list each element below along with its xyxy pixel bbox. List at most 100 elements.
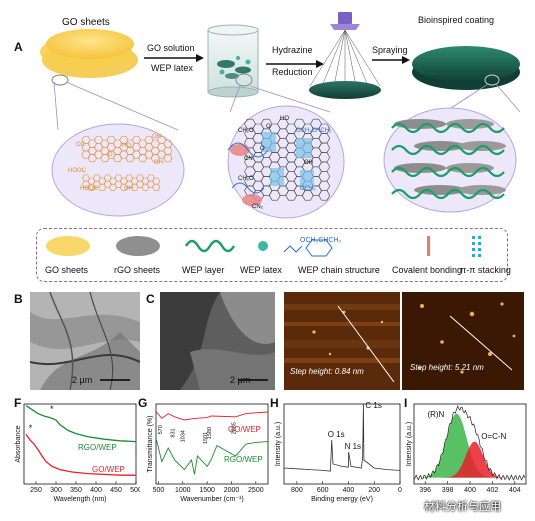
- scale-bar-b: 2 μm: [72, 375, 93, 385]
- legend-box: [36, 228, 508, 282]
- arrow1-top-label: GO solution: [147, 43, 195, 53]
- x-tick-label: 500: [130, 487, 140, 494]
- series-line: [25, 434, 136, 476]
- panel-h-letter: H: [270, 396, 279, 410]
- x-tick-label: 350: [70, 487, 82, 494]
- peak-label: 831: [171, 428, 177, 437]
- peak-label: N 1s: [345, 442, 361, 451]
- peak-marker: *: [50, 404, 54, 414]
- peak-label: 1580: [207, 427, 213, 439]
- peak-label: (R)N: [427, 410, 444, 419]
- legend-covalent-bonding: Covalent bonding: [392, 265, 463, 275]
- x-tick-label: 800: [291, 487, 303, 494]
- watermark: 材料分析与应用: [424, 501, 501, 513]
- chart-h-xps-survey: 800 600 400 200 0 Binding energy (eV) Intensit…: [275, 401, 402, 503]
- peak-label: 2085: [232, 422, 238, 434]
- legend-pi-stacking: π-π stacking: [460, 265, 511, 275]
- go-sheets-stack: [40, 29, 138, 86]
- go-group-label: OC: [76, 142, 85, 148]
- x-tick-label: 300: [50, 487, 62, 494]
- arrow2-top-label: Hydrazine: [272, 45, 313, 55]
- x-tick-label: 398: [442, 487, 454, 494]
- chem-group-label: CH₂O: [238, 176, 254, 182]
- legend-label: GO/WEP: [92, 465, 125, 474]
- legend-label: RGO/WEP: [78, 443, 117, 452]
- legend-wep-layer: WEP layer: [182, 265, 225, 275]
- arrow3-label: Spraying: [372, 45, 408, 55]
- chain-structure-legend-icon: [283, 245, 303, 253]
- x-tick-label: 0: [398, 487, 402, 494]
- go-group-label: HO: [122, 143, 131, 149]
- go-group-label: HOOC: [68, 168, 86, 174]
- go-sheets-title: GO sheets: [62, 17, 110, 28]
- sprayer-icon: [309, 12, 381, 99]
- chem-group-label: O: [266, 124, 271, 130]
- chem-group-label: CN₂: [252, 204, 263, 210]
- legend-icons: [46, 236, 481, 257]
- panel-d-letter: D: [278, 292, 287, 306]
- x-tick-label: 500: [153, 487, 165, 494]
- covalent-bond-legend-icon: [427, 236, 430, 256]
- legend-label: GO/WEP: [228, 425, 261, 434]
- legend-chain-structure: WEP chain structure: [298, 265, 380, 275]
- peak-label: C 1s: [365, 401, 381, 410]
- series-line: [156, 439, 269, 475]
- x-tick-label: 396: [419, 487, 431, 494]
- tem-image-c: [160, 292, 275, 390]
- arrow1-bottom-label: WEP latex: [151, 63, 193, 73]
- chem-group-label: OCH₂CHCH₂: [296, 128, 332, 134]
- series-line: [156, 411, 269, 421]
- chart-g-ftir: 500 1000 1500 2000 2500 Wavenumber (cm⁻¹) Tran…: [147, 403, 269, 503]
- x-tick-label: 600: [317, 487, 329, 494]
- y-axis-label: Intensity (a.u.): [406, 422, 413, 466]
- wep-layer-legend-icon: [184, 239, 236, 253]
- step-height-d: Step height: 0.84 nm: [290, 367, 364, 376]
- x-axis-label: Wavelength (nm): [53, 496, 106, 503]
- chem-group-label: OCH₂: [300, 186, 316, 192]
- x-tick-label: 400: [464, 487, 476, 494]
- peak-label: 1034: [180, 430, 186, 442]
- rgo-sheet-legend-icon: [116, 236, 160, 256]
- coating-disc: [412, 46, 520, 90]
- beaker-icon: [207, 24, 259, 98]
- x-tick-label: 2000: [224, 487, 240, 494]
- peak-label: O 1s: [328, 430, 345, 439]
- y-axis-label: Intensity (a.u.): [275, 422, 282, 466]
- go-group-label: HOOC: [80, 186, 98, 192]
- y-axis-label: Transmittance (%): [147, 416, 154, 473]
- x-tick-label: 1000: [175, 487, 191, 494]
- wep-latex-legend-icon: [258, 241, 268, 251]
- peak-label: O=C-N: [481, 432, 506, 441]
- fitted-peak: [414, 413, 526, 478]
- panel-a-schematic: [40, 12, 521, 219]
- raw-spectrum: [413, 405, 526, 481]
- legend-rgo-sheets: rGO sheets: [114, 265, 161, 275]
- plot-frame: [155, 403, 269, 485]
- panel-f-letter: F: [14, 396, 22, 410]
- fitted-peak: [414, 441, 526, 478]
- legend-label: RGO/WEP: [224, 455, 263, 464]
- y-axis-label: Absorbance: [15, 425, 22, 462]
- chem-group-label: CN: [244, 156, 253, 162]
- x-tick-label: 400: [343, 487, 355, 494]
- plot-frame: [283, 403, 401, 485]
- go-group-label: OH: [152, 134, 161, 140]
- chem-group-label: HO: [280, 116, 289, 122]
- chem-group-label: OH: [304, 160, 313, 166]
- x-tick-label: 450: [110, 487, 122, 494]
- series-line: [25, 405, 137, 443]
- go-sheet-legend-icon: [46, 236, 90, 256]
- x-tick-label: 2500: [248, 487, 264, 494]
- chem-group-label: O: [260, 146, 265, 152]
- plot-frame: [23, 403, 137, 485]
- peak-label: 1501: [203, 432, 209, 444]
- legend-wep-latex: WEP latex: [240, 265, 282, 275]
- peak-label: 570: [158, 425, 164, 434]
- arrow2-bottom-label: Reduction: [272, 67, 313, 77]
- step-height-e: Step height: 5.21 nm: [410, 363, 484, 372]
- legend-go-sheets: GO sheets: [45, 265, 89, 275]
- afm-image-e: [402, 292, 524, 390]
- chart-f-uvvis: 250 300 350 400 450 500 Wavelength (nm) Absorba…: [15, 403, 140, 503]
- x-tick-label: 250: [30, 487, 42, 494]
- panel-g-letter: G: [138, 396, 148, 410]
